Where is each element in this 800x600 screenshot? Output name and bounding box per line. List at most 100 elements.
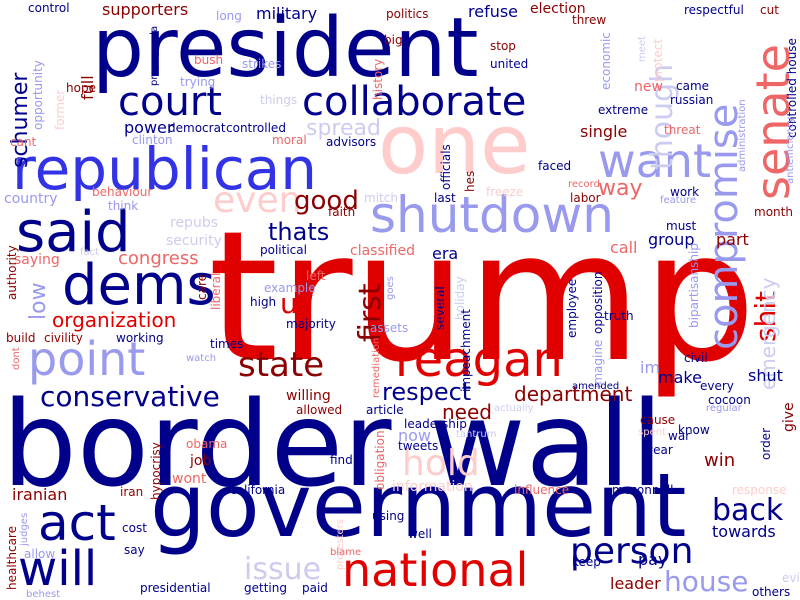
word: order [759,428,773,460]
word: united [490,57,529,71]
word: working [116,331,164,345]
word: work [670,185,700,199]
word: several [433,286,447,330]
word: month [754,205,793,219]
word: freeze [486,185,524,199]
word: stop [490,39,516,53]
word: way [598,176,643,201]
word: blame [330,547,362,558]
word: influence [514,483,570,497]
word: meet [637,36,648,62]
word: give [781,402,797,432]
word: spread [306,116,381,141]
word: era [432,244,459,263]
word: hold [402,443,480,484]
word: act [38,494,116,552]
word: military [256,4,318,23]
word: will [18,541,98,597]
word: one [378,98,531,193]
word: cocoon [708,393,751,407]
word: thats [268,218,330,246]
word: liberal [209,272,223,310]
word: obligation [373,430,387,490]
word: cant [10,135,37,149]
word: article [366,403,404,417]
word: respect [382,378,472,406]
word: assets [370,321,409,335]
word: control [28,1,70,15]
word: mcconnell [612,483,674,497]
word: repubs [170,215,219,231]
word: evil [782,571,800,585]
word: extreme [598,103,649,117]
word: president [92,1,479,96]
word: want [598,134,712,188]
word: organization [52,308,177,332]
word: supporters [102,0,189,19]
word: economic [599,32,613,90]
word: call [610,238,638,257]
word: classified [350,243,415,259]
word: towards [712,522,776,541]
word: saying [14,252,60,268]
word: threw [572,13,607,27]
word: officials [439,144,453,190]
word: fact [80,247,100,258]
word: republican [12,135,318,203]
word: willing [286,388,331,404]
word: im [640,358,661,377]
word: politics [386,7,429,21]
word: healthcare [5,526,19,590]
word: back [712,493,784,528]
word: behaviour [92,185,153,199]
word: impeachment [459,309,473,392]
word: big [384,33,403,47]
word: spent [638,427,666,438]
word: win [704,450,736,471]
word: came [676,79,710,93]
word: clinton [132,133,173,147]
word: democrat [168,121,226,135]
word: allowed [296,403,343,417]
word: state [238,345,325,385]
word: part [716,230,749,249]
word: left [306,269,326,283]
word: example [264,281,316,295]
word: think [108,199,139,213]
word: every [700,379,734,393]
word: keep [572,555,601,569]
word: said [16,200,131,265]
word: new [634,79,663,95]
word: paid [302,581,328,595]
word: iranian [12,485,68,504]
word: getting [244,581,287,595]
word: find [330,453,353,467]
word: feature [660,195,697,206]
word: majority [286,317,336,331]
word: schumer [8,72,33,168]
word: collaborate [302,79,527,125]
word: security [166,233,222,249]
word: low [26,282,51,320]
word: truth [604,309,634,323]
word: care [195,273,209,300]
word: protesters [335,518,346,570]
word: year [646,443,673,457]
word: trump [208,193,757,402]
word: job [190,453,212,469]
word: say [124,543,145,557]
word: single [580,122,628,141]
word: refuse [468,2,519,21]
word: moral [272,133,307,147]
word: high [250,295,277,309]
word: dont [11,347,22,370]
word: leadership [404,417,467,431]
word: group [648,230,695,249]
word: now [398,426,432,445]
word: cause [640,413,676,427]
word: even [213,180,302,221]
word: must [666,219,697,233]
word: times [210,337,244,351]
word: congress [118,248,199,269]
word: propaganda [149,25,160,86]
